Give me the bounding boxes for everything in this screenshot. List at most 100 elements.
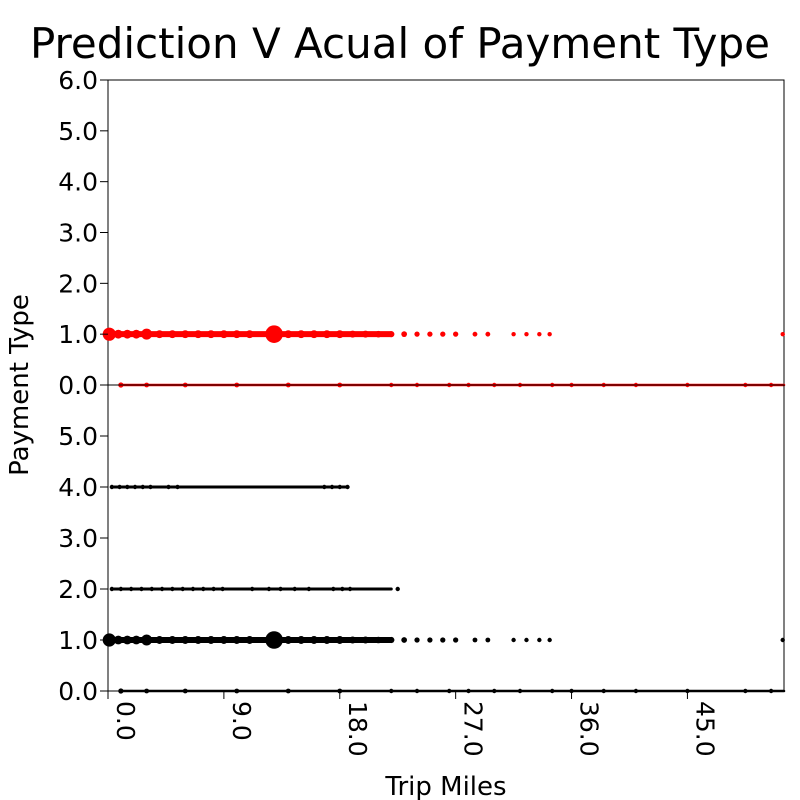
data-point [511, 637, 516, 643]
data-point [155, 330, 164, 339]
data-point [149, 586, 154, 592]
data-point [388, 331, 395, 338]
data-point [401, 637, 408, 643]
data-point [427, 637, 433, 643]
data-point [362, 330, 370, 338]
data-point [139, 586, 144, 592]
data-point [109, 484, 115, 490]
data-point [109, 586, 115, 592]
data-point [284, 636, 293, 644]
data-point [102, 633, 116, 647]
data-point [537, 637, 542, 643]
data-point [245, 330, 254, 339]
data-point [181, 330, 190, 339]
data-point [472, 331, 478, 337]
y-tick-label: 2.0 [58, 575, 98, 604]
data-point [335, 330, 344, 339]
data-point [340, 586, 345, 592]
data-point [447, 688, 452, 694]
data-point [743, 688, 748, 694]
data-point [194, 636, 203, 644]
bottom-panel: 0.0 1.0 2.0 3.0 4.0 5.0 [58, 384, 786, 706]
data-point [207, 636, 215, 644]
data-point [780, 637, 785, 643]
data-point [181, 636, 190, 644]
data-point [159, 586, 165, 592]
data-point [180, 586, 185, 592]
data-point [466, 688, 471, 694]
x-tick-label: 45.0 [690, 701, 719, 757]
data-point [768, 688, 774, 694]
data-point [322, 636, 331, 644]
data-point [537, 331, 542, 337]
data-point [485, 331, 491, 337]
data-point [414, 637, 420, 643]
data-point [375, 636, 382, 644]
data-point [780, 331, 785, 337]
data-point [219, 330, 228, 339]
data-point [113, 329, 123, 339]
y-tick-label: 4.0 [58, 168, 98, 197]
data-point [166, 484, 171, 490]
x-tick-label: 9.0 [227, 701, 256, 741]
x-tick-label: 18.0 [343, 701, 372, 757]
data-point [141, 328, 153, 340]
data-point [132, 484, 138, 490]
x-tick-label: 0.0 [111, 701, 140, 741]
data-point [125, 484, 130, 490]
data-point [102, 327, 116, 341]
data-point [278, 586, 283, 592]
data-point [331, 586, 336, 592]
data-point [201, 586, 206, 592]
data-point [440, 331, 446, 337]
data-point [427, 331, 433, 337]
x-tick-label: 27.0 [459, 701, 488, 757]
data-point [511, 331, 516, 337]
data-point [322, 330, 331, 339]
data-point [122, 329, 132, 339]
data-point [266, 586, 272, 592]
data-point [122, 635, 132, 645]
data-point [144, 688, 150, 694]
data-point [395, 586, 400, 592]
data-point [285, 688, 291, 694]
data-point [414, 331, 420, 337]
data-point [175, 484, 180, 490]
y-tick-label: 5.0 [58, 422, 98, 451]
data-point [118, 586, 124, 592]
data-point [633, 688, 639, 694]
data-point [337, 484, 342, 490]
plot-frame [107, 79, 785, 386]
y-tick-label: 0.0 [58, 371, 98, 400]
data-point [550, 688, 555, 694]
x-axis: 0.0 9.0 18.0 27.0 36.0 45.0 [107, 691, 719, 757]
plot-frame [107, 384, 785, 692]
top-panel: 0.0 1.0 2.0 3.0 4.0 5.0 6.0 [58, 66, 786, 400]
data-point [547, 637, 552, 643]
y-axis-label: Payment Type [5, 294, 35, 476]
y-tick-label: 1.0 [58, 626, 98, 655]
y-tick-label: 1.0 [58, 320, 98, 349]
data-point [297, 330, 306, 339]
y-tick-label: 3.0 [58, 524, 98, 553]
data-point [140, 484, 145, 490]
data-point [601, 688, 606, 694]
data-point [265, 325, 283, 343]
data-point [388, 636, 395, 644]
data-point [297, 636, 306, 644]
data-point [453, 331, 459, 337]
data-point [141, 634, 153, 646]
data-point [485, 637, 491, 643]
data-point [148, 484, 153, 490]
data-point [194, 330, 203, 339]
data-point [117, 484, 122, 490]
data-point [220, 586, 225, 592]
y-tick-label: 3.0 [58, 219, 98, 248]
data-point [250, 586, 255, 592]
data-point [389, 688, 394, 694]
data-point [234, 688, 240, 694]
data-point [232, 330, 241, 339]
data-point [517, 688, 523, 694]
data-point [306, 586, 312, 592]
